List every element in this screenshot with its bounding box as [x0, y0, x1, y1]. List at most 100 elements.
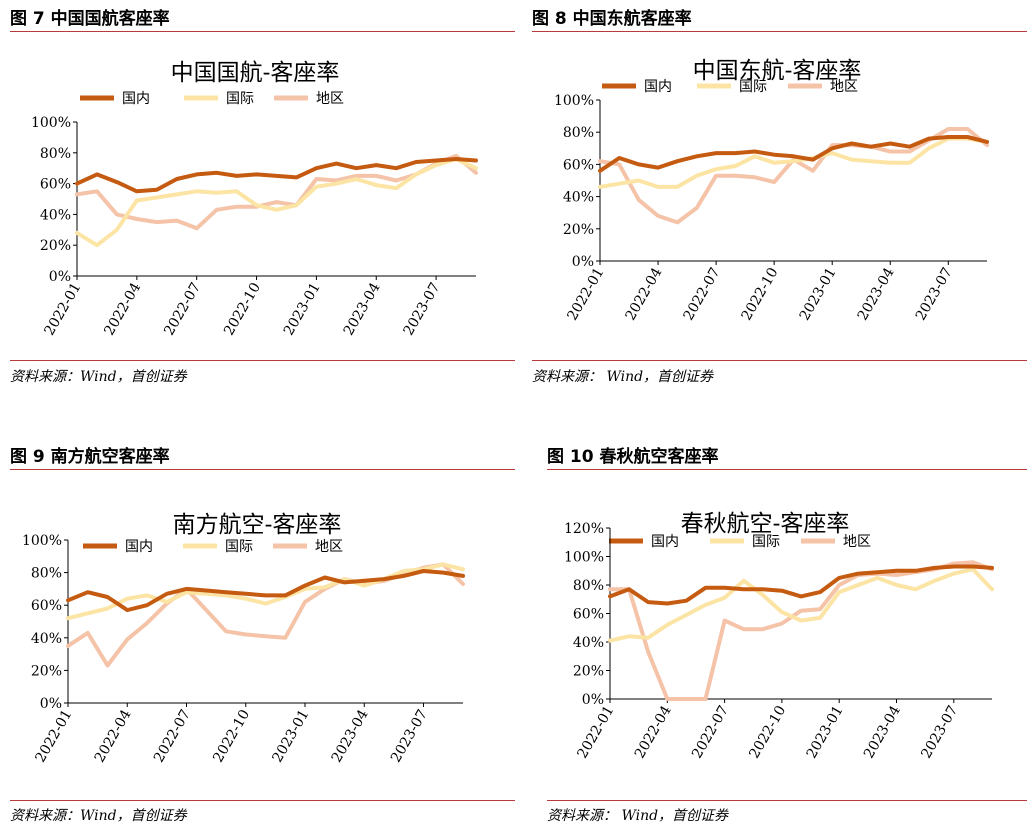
source-note: 资料来源： Wind，首创证券	[547, 808, 729, 824]
panel-spring-airlines: 图 10 春秋航空客座率 春秋航空-客座率 国内 国际 地区 0% 20% 40% 60% 80…	[547, 442, 1027, 828]
y-tick-label: 100%	[564, 550, 604, 566]
x-tick-label: 2022-10	[221, 280, 264, 338]
y-tick-label: 80%	[563, 125, 594, 141]
top-rule	[532, 31, 1027, 32]
legend-label-regional: 地区	[315, 539, 343, 555]
x-tick-label: 2022-01	[33, 707, 76, 765]
series-line-domestic	[598, 135, 989, 173]
legend-label-domestic: 国内	[651, 534, 679, 550]
chart-title: 中国国航-客座率	[171, 60, 340, 86]
x-tick-label: 2022-04	[623, 265, 666, 323]
x-tick-label: 2023-01	[281, 280, 324, 338]
series-line-international	[598, 136, 989, 189]
x-tick-label: 2023-04	[329, 707, 372, 765]
y-tick-label: 100%	[31, 115, 71, 131]
figure-label: 图 10 春秋航空客座率	[547, 447, 719, 467]
x-tick-label: 2023-01	[804, 703, 847, 761]
x-tick-label: 2023-04	[341, 280, 384, 338]
x-tick-label: 2022-04	[92, 707, 135, 765]
legend-label-international: 国际	[225, 539, 253, 555]
x-tick-label: 2023-07	[918, 703, 961, 761]
y-tick-label: 40%	[563, 190, 594, 206]
top-rule	[10, 469, 515, 470]
y-tick-label: 60%	[573, 607, 604, 623]
legend-label-domestic: 国内	[644, 79, 672, 95]
x-tick-label: 2023-04	[855, 265, 898, 323]
legend-label-regional: 地区	[830, 79, 858, 95]
x-tick-label: 2022-01	[565, 265, 608, 323]
chart-title: 中国东航-客座率	[693, 58, 862, 84]
x-tick-label: 2022-01	[42, 280, 85, 338]
y-tick-label: 80%	[40, 146, 71, 162]
x-tick-label: 2022-07	[151, 707, 194, 765]
y-tick-label: 60%	[40, 177, 71, 193]
y-tick-label: 100%	[554, 93, 594, 109]
source-note: 资料来源： Wind，首创证券	[532, 369, 714, 385]
y-tick-label: 20%	[31, 663, 62, 679]
y-tick-label: 0%	[572, 254, 594, 270]
x-tick-label: 2022-07	[161, 280, 204, 338]
series-line-international	[75, 157, 478, 248]
legend-label-international: 国际	[752, 534, 780, 550]
bottom-rule	[532, 360, 1027, 361]
x-tick-label: 2022-10	[210, 707, 253, 765]
series-line-domestic	[66, 569, 465, 613]
y-tick-label: 80%	[573, 578, 604, 594]
panel-china-eastern: 图 8 中国东航客座率 中国东航-客座率国内 国际 地区 0% 20% 40% 60% 80%…	[532, 4, 1027, 389]
x-tick-label: 2023-07	[388, 707, 431, 765]
x-tick-label: 2022-07	[689, 703, 732, 761]
panel-air-china: 图 7 中国国航客座率 中国国航-客座率国内 国际 地区 0% 20% 40% 60% 80%…	[10, 4, 515, 389]
bottom-rule	[547, 800, 1027, 801]
y-tick-label: 20%	[563, 222, 594, 238]
series-line-regional	[66, 562, 465, 668]
x-tick-label: 2023-04	[861, 703, 904, 761]
y-tick-label: 100%	[22, 533, 62, 549]
figure-label: 图 7 中国国航客座率	[10, 9, 170, 29]
legend-label-international: 国际	[739, 79, 767, 95]
y-tick-label: 0%	[40, 696, 62, 712]
x-tick-label: 2022-10	[739, 265, 782, 323]
top-rule	[10, 31, 515, 32]
x-tick-label: 2023-01	[797, 265, 840, 323]
x-tick-label: 2022-01	[575, 703, 618, 761]
y-tick-label: 20%	[40, 238, 71, 254]
x-tick-label: 2023-07	[913, 265, 956, 323]
series-line-international	[66, 562, 465, 621]
x-tick-label: 2022-07	[681, 265, 724, 323]
source-note: 资料来源：Wind，首创证券	[10, 369, 187, 385]
series-line-domestic	[608, 564, 994, 606]
y-tick-label: 0%	[582, 692, 604, 708]
series-line-international	[608, 567, 994, 643]
bottom-rule	[10, 360, 515, 361]
figure-label: 图 9 南方航空客座率	[10, 447, 170, 467]
y-tick-label: 20%	[573, 664, 604, 680]
x-tick-label: 2023-07	[401, 280, 444, 338]
y-tick-label: 0%	[49, 269, 71, 285]
x-tick-label: 2022-10	[746, 703, 789, 761]
series-line-regional	[75, 153, 478, 231]
series-line-domestic	[75, 157, 478, 194]
source-note: 资料来源：Wind，首创证券	[10, 808, 187, 824]
y-tick-label: 40%	[573, 635, 604, 651]
legend-label-domestic: 国内	[125, 539, 153, 555]
legend-label-international: 国际	[226, 91, 254, 107]
y-tick-label: 60%	[563, 157, 594, 173]
y-tick-label: 120%	[564, 521, 604, 537]
x-tick-label: 2022-04	[632, 703, 675, 761]
series-line-regional	[598, 127, 989, 225]
y-tick-label: 40%	[40, 207, 71, 223]
chart-title: 春秋航空-客座率	[681, 511, 850, 537]
bottom-rule	[10, 800, 515, 801]
legend-label-regional: 地区	[316, 91, 344, 107]
legend-label-domestic: 国内	[122, 91, 150, 107]
legend-label-regional: 地区	[843, 534, 871, 550]
figure-label: 图 8 中国东航客座率	[532, 9, 692, 29]
y-tick-label: 80%	[31, 566, 62, 582]
x-tick-label: 2023-01	[270, 707, 313, 765]
y-tick-label: 40%	[31, 631, 62, 647]
x-tick-label: 2022-04	[101, 280, 144, 338]
